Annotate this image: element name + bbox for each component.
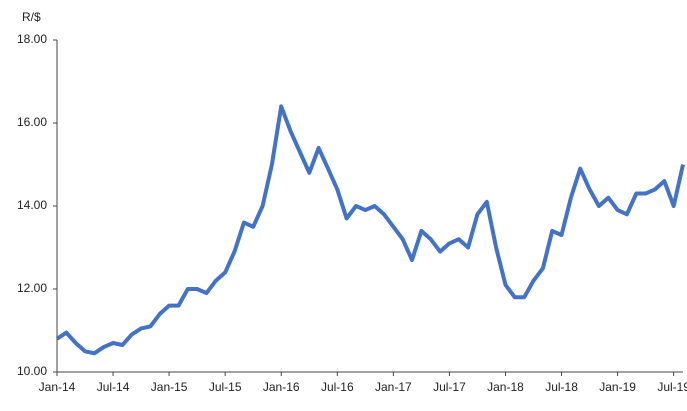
- x-tick-label: Jul-14: [97, 380, 130, 394]
- y-tick-label: 12.00: [17, 281, 47, 295]
- x-tick-label: Jul-15: [209, 380, 242, 394]
- series-line: [55, 104, 685, 356]
- y-tick-label: 10.00: [17, 364, 47, 378]
- x-tick-label: Jul-19: [657, 380, 687, 394]
- y-tick-label: 16.00: [17, 115, 47, 129]
- x-tick-label: Jul-17: [433, 380, 466, 394]
- x-tick-label: Jan-17: [375, 380, 412, 394]
- x-tick-label: Jul-16: [321, 380, 354, 394]
- x-tick-label: Jan-16: [263, 380, 300, 394]
- x-tick-label: Jul-18: [545, 380, 578, 394]
- x-tick-label: Jan-15: [151, 380, 188, 394]
- y-axis-label: R/$: [22, 10, 41, 24]
- x-tick-label: Jan-18: [487, 380, 524, 394]
- y-tick-label: 18.00: [17, 32, 47, 46]
- x-tick-label: Jan-14: [39, 380, 76, 394]
- x-tick-label: Jan-19: [599, 380, 636, 394]
- y-tick-label: 14.00: [17, 198, 47, 212]
